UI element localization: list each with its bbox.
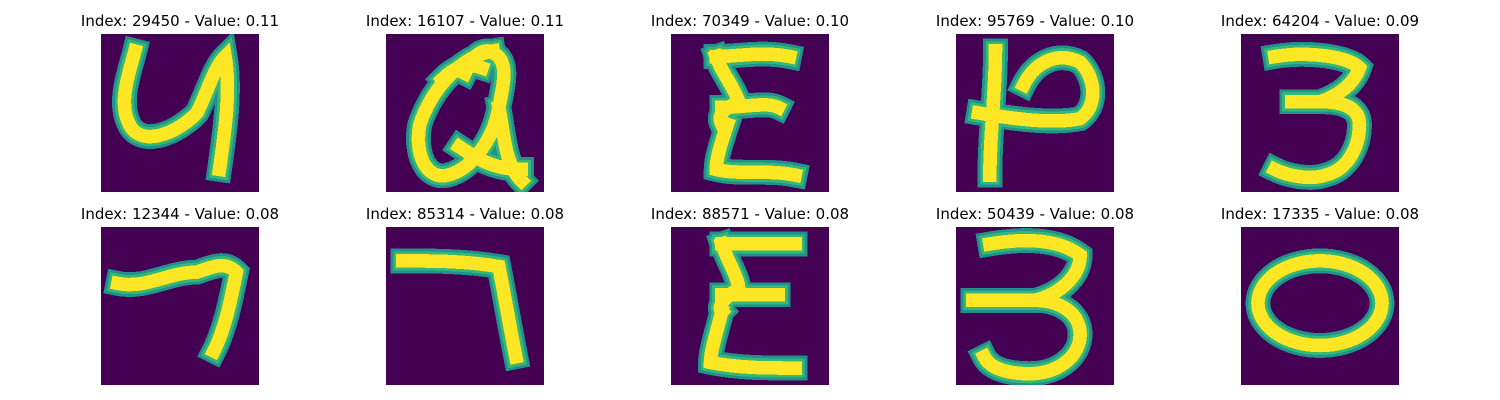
panel-title: Index: 29450 - Value: 0.11 [80, 12, 280, 30]
digit-panel: Index: 12344 - Value: 0.08 [70, 205, 290, 385]
digit-panel: Index: 16107 - Value: 0.11 [355, 12, 575, 192]
panel-title: Index: 12344 - Value: 0.08 [80, 205, 280, 223]
digit-image [1241, 227, 1399, 385]
digit-stroke [700, 40, 810, 190]
digit-image [671, 227, 829, 385]
digit-image [956, 227, 1114, 385]
digit-panel: Index: 95769 - Value: 0.10 [925, 12, 1145, 192]
digit-stroke [1258, 41, 1374, 190]
digit-stroke [1245, 248, 1395, 358]
panel-title: Index: 70349 - Value: 0.10 [650, 12, 850, 30]
digit-stroke [406, 36, 539, 192]
digit-image [671, 34, 829, 192]
panel-title: Index: 85314 - Value: 0.08 [365, 205, 565, 223]
digit-panel: Index: 85314 - Value: 0.08 [355, 205, 575, 385]
digit-panel: Index: 29450 - Value: 0.11 [70, 12, 290, 192]
digit-stroke [390, 248, 531, 372]
digit-panel: Index: 88571 - Value: 0.08 [640, 205, 860, 385]
panel-title: Index: 64204 - Value: 0.09 [1220, 12, 1420, 30]
digit-panel: Index: 70349 - Value: 0.10 [640, 12, 860, 192]
digit-panel: Index: 17335 - Value: 0.08 [1210, 205, 1430, 385]
digit-image [386, 34, 544, 192]
digit-stroke [112, 34, 240, 184]
panel-title: Index: 50439 - Value: 0.08 [935, 205, 1135, 223]
digit-image [956, 34, 1114, 192]
panel-title: Index: 17335 - Value: 0.08 [1220, 205, 1420, 223]
digit-image [386, 227, 544, 385]
digit-image [1241, 34, 1399, 192]
digit-panel: Index: 50439 - Value: 0.08 [925, 205, 1145, 385]
digit-stroke [103, 253, 250, 368]
panel-title: Index: 16107 - Value: 0.11 [365, 12, 565, 30]
digit-image [101, 34, 259, 192]
digit-stroke [698, 228, 808, 381]
digit-image [101, 227, 259, 385]
digit-stroke [960, 228, 1093, 385]
digit-panel: Index: 64204 - Value: 0.09 [1210, 12, 1430, 192]
panel-title: Index: 88571 - Value: 0.08 [650, 205, 850, 223]
digit-stroke [964, 38, 1106, 188]
panel-title: Index: 95769 - Value: 0.10 [935, 12, 1135, 30]
